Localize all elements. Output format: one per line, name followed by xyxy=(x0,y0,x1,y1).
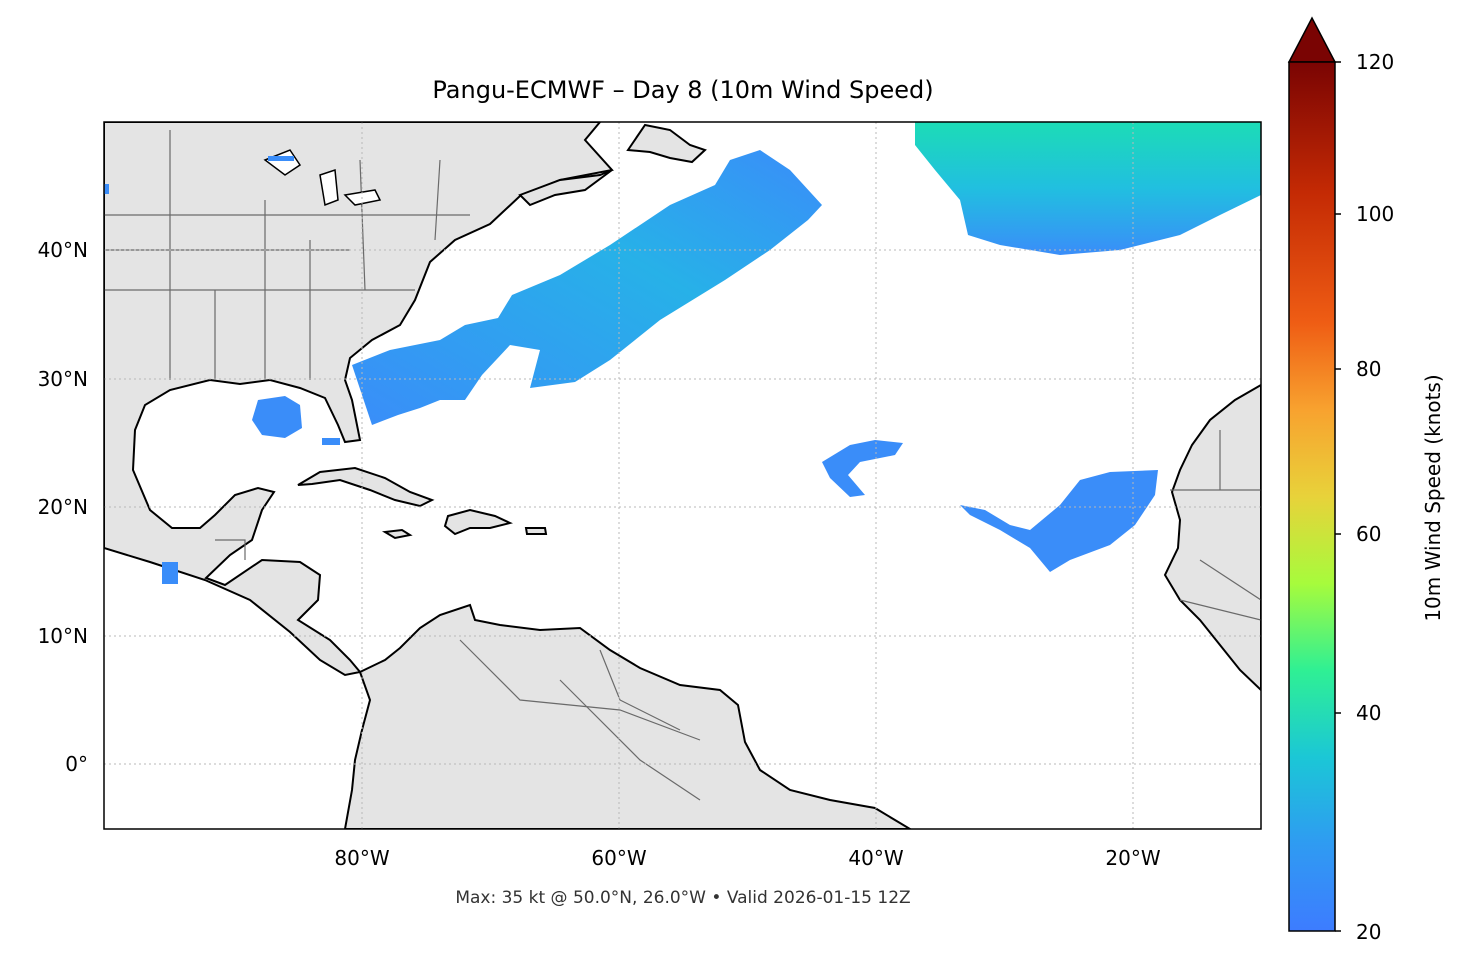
map-panel xyxy=(104,122,1261,829)
latitude-labels: 40°N 30°N 20°N 10°N 0° xyxy=(38,238,88,776)
south-america-land xyxy=(343,603,912,829)
north-america-land xyxy=(104,122,614,677)
colorbar-gradient xyxy=(1288,61,1336,932)
colorbar-tick-marks xyxy=(1335,61,1341,932)
small-wind-patch-keys xyxy=(322,438,340,445)
small-wind-patch-pacific xyxy=(162,562,178,584)
wind-speed-shading xyxy=(104,122,1261,584)
lon-label-20w: 20°W xyxy=(1105,846,1160,870)
lon-label-80w: 80°W xyxy=(334,846,389,870)
lat-label-0: 0° xyxy=(65,752,88,776)
colorbar-tick-20: 20 xyxy=(1356,920,1381,944)
colorbar-label: 10m Wind Speed (knots) xyxy=(1421,374,1445,621)
nova-scotia xyxy=(518,169,613,207)
colorbar-tick-80: 80 xyxy=(1356,357,1381,381)
jamaica xyxy=(381,528,413,540)
colorbar-tick-120: 120 xyxy=(1356,50,1394,74)
lon-label-40w: 40°W xyxy=(848,846,903,870)
colorbar-extend-arrow xyxy=(1287,16,1337,63)
longitude-labels: 80°W 60°W 40°W 20°W xyxy=(334,846,1160,870)
gulf-wind-patch xyxy=(252,396,302,438)
political-borders xyxy=(104,130,1261,801)
map-frame xyxy=(103,121,1262,830)
newfoundland xyxy=(626,123,707,164)
lat-label-20: 20°N xyxy=(38,495,88,519)
eastern-atlantic-patch xyxy=(960,470,1158,572)
puerto-rico xyxy=(524,527,548,535)
lat-label-30: 30°N xyxy=(38,367,88,391)
lat-label-10: 10°N xyxy=(38,624,88,648)
colorbar-tick-40: 40 xyxy=(1356,701,1381,725)
cuba xyxy=(297,466,435,508)
max-wind-footer: Max: 35 kt @ 50.0°N, 26.0°W • Valid 2026… xyxy=(455,888,910,908)
colorbar: 20 40 60 80 100 120 10m Wind Speed (knot… xyxy=(1287,16,1445,944)
lon-label-60w: 60°W xyxy=(591,846,646,870)
hispaniola xyxy=(443,508,513,536)
central-atlantic-patch xyxy=(822,440,903,497)
atlantic-jet-band xyxy=(352,150,822,425)
northeast-wind-region xyxy=(915,122,1261,255)
chart-title: Pangu-ECMWF – Day 8 (10m Wind Speed) xyxy=(432,76,933,104)
colorbar-tick-60: 60 xyxy=(1356,522,1381,546)
lat-label-40: 40°N xyxy=(38,238,88,262)
colorbar-tick-100: 100 xyxy=(1356,202,1394,226)
small-wind-patch-west xyxy=(104,184,109,194)
small-wind-patch-north xyxy=(268,156,294,161)
